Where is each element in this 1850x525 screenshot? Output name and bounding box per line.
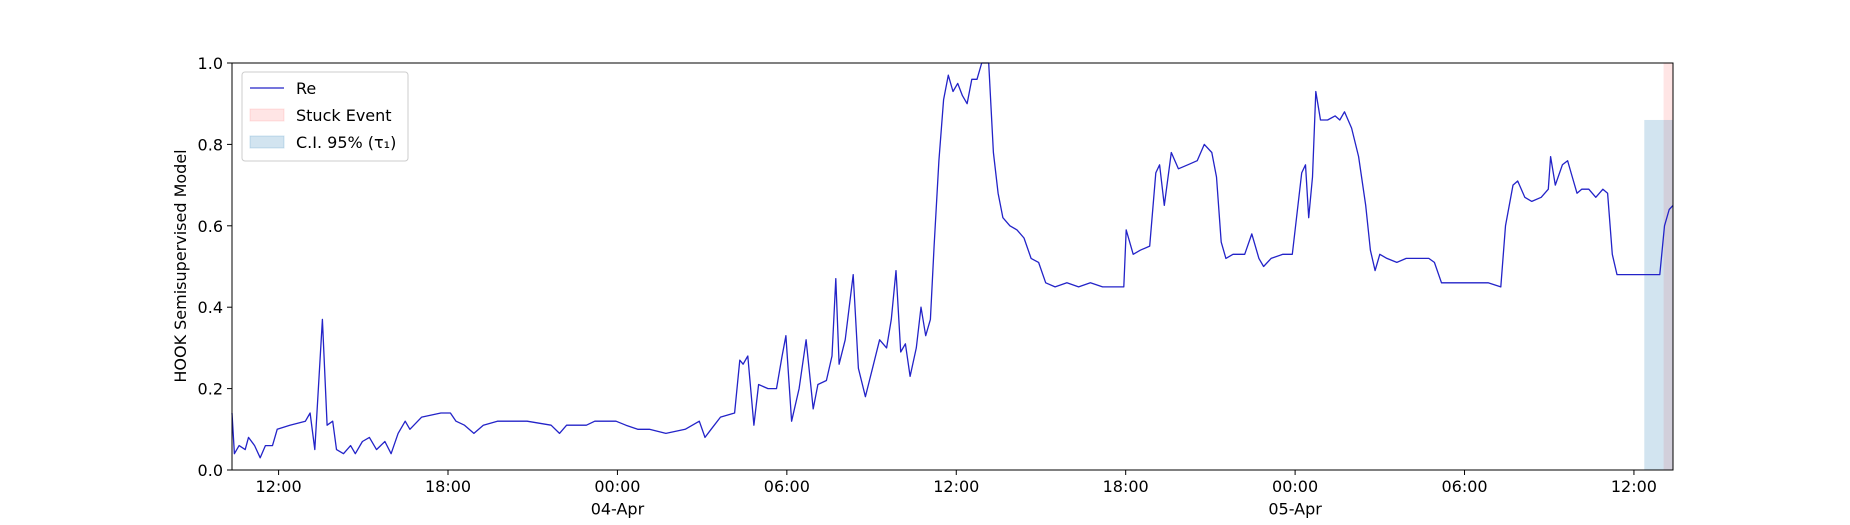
y-tick-label: 0.2 bbox=[198, 380, 223, 399]
x-tick-label: 12:00 bbox=[256, 477, 302, 496]
band bbox=[1663, 63, 1673, 470]
x-tick-label: 12:00 bbox=[933, 477, 979, 496]
x-tick-label: 06:00 bbox=[764, 477, 810, 496]
legend: Re Stuck Event C.I. 95% (τ₁) bbox=[241, 71, 409, 162]
legend-swatch bbox=[249, 108, 285, 122]
y-tick-label: 0.8 bbox=[198, 135, 223, 154]
y-tick-label: 0.4 bbox=[198, 298, 223, 317]
band bbox=[1644, 119, 1673, 470]
data-line bbox=[231, 62, 1674, 459]
y-tick-label: 1.0 bbox=[198, 54, 223, 73]
legend-label: C.I. 95% (τ₁) bbox=[296, 133, 396, 152]
x-tick-label: 18:00 bbox=[1103, 477, 1149, 496]
plot-frame bbox=[231, 62, 1674, 471]
legend-label: Stuck Event bbox=[296, 106, 392, 125]
x-tick-label: 00:00 05-Apr bbox=[1268, 477, 1322, 518]
legend-swatch bbox=[249, 135, 285, 149]
x-tick-label: 06:00 bbox=[1441, 477, 1487, 496]
legend-label: Re bbox=[296, 79, 316, 98]
y-axis-label: HOOK Semisupervised Model bbox=[171, 149, 190, 382]
x-tick-label: 18:00 bbox=[425, 477, 471, 496]
y-tick-label: 0.0 bbox=[198, 461, 223, 480]
x-tick-label: 12:00 bbox=[1611, 477, 1657, 496]
legend-box bbox=[241, 71, 409, 162]
y-tick-label: 0.6 bbox=[198, 217, 223, 236]
